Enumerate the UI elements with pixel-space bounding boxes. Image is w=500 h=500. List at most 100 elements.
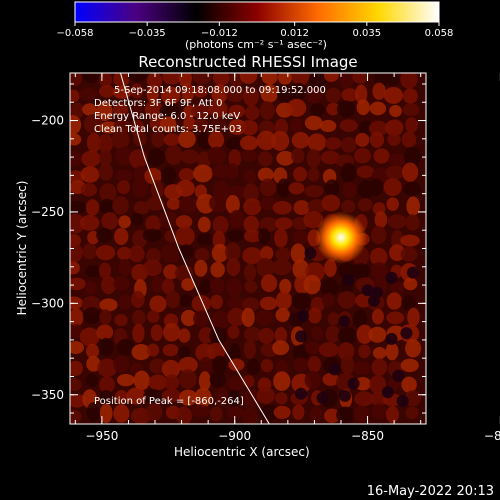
heatmap-cell bbox=[225, 136, 246, 151]
heatmap-cell bbox=[306, 87, 323, 104]
heatmap-cell bbox=[400, 234, 420, 247]
heatmap-cell bbox=[385, 73, 400, 86]
heatmap-cell bbox=[208, 130, 225, 149]
heatmap-cell bbox=[86, 356, 101, 372]
heatmap-cell bbox=[318, 342, 339, 357]
heatmap-cell bbox=[113, 119, 131, 135]
heatmap-cell bbox=[130, 83, 144, 99]
heatmap-cell bbox=[402, 88, 418, 104]
heatmap-cell bbox=[95, 244, 116, 261]
heatmap-cell bbox=[383, 178, 402, 197]
heatmap-cell bbox=[143, 388, 163, 404]
heatmap-cell bbox=[322, 292, 335, 308]
heatmap-cell bbox=[225, 84, 245, 103]
heatmap-cell bbox=[260, 246, 274, 261]
heatmap-cell bbox=[356, 165, 375, 178]
heatmap-cell bbox=[256, 257, 275, 278]
heatmap-cell bbox=[406, 196, 420, 216]
heatmap-cell bbox=[303, 274, 321, 295]
heatmap-cell bbox=[100, 275, 117, 295]
heatmap-cell bbox=[369, 131, 385, 148]
heatmap-cell bbox=[243, 183, 259, 203]
heatmap-cell bbox=[325, 325, 340, 344]
heatmap-cell bbox=[243, 86, 259, 107]
heatmap-cell bbox=[368, 326, 387, 343]
heatmap-cell bbox=[226, 278, 243, 298]
heatmap-dark-cell bbox=[392, 369, 405, 382]
heatmap-cell bbox=[276, 84, 295, 104]
heatmap-cell bbox=[190, 404, 210, 418]
heatmap-cell bbox=[226, 257, 241, 277]
heatmap-cell bbox=[128, 245, 145, 263]
heatmap-dark-cell bbox=[316, 391, 329, 404]
heatmap-cell bbox=[370, 225, 387, 245]
heatmap-cell bbox=[198, 279, 212, 295]
heatmap-cell bbox=[198, 371, 211, 391]
heatmap-cell bbox=[369, 375, 387, 394]
heatmap-cell bbox=[355, 84, 368, 105]
heatmap-cell bbox=[373, 148, 390, 164]
heatmap-cell bbox=[386, 292, 403, 310]
heatmap-cell bbox=[85, 343, 100, 359]
heatmap-cell bbox=[400, 73, 418, 89]
heatmap-cell bbox=[274, 327, 288, 344]
heatmap-cell bbox=[193, 164, 213, 183]
heatmap-cell bbox=[387, 214, 407, 229]
heatmap-cell bbox=[208, 100, 228, 118]
heatmap-cell bbox=[386, 197, 399, 211]
heatmap-dark-cell bbox=[400, 327, 413, 340]
heatmap-cell bbox=[257, 167, 274, 182]
heatmap-cell bbox=[160, 86, 181, 105]
heatmap-dark-cell bbox=[396, 394, 409, 407]
heatmap-cell bbox=[150, 324, 163, 342]
heatmap-cell bbox=[162, 73, 182, 85]
heatmap-cell bbox=[336, 100, 356, 118]
heatmap-cell bbox=[320, 150, 340, 165]
heatmap-cell bbox=[162, 322, 181, 342]
heatmap-cell bbox=[327, 312, 340, 326]
heatmap-cell bbox=[402, 162, 419, 182]
heatmap-cell bbox=[146, 248, 161, 264]
heatmap-cell bbox=[260, 274, 278, 293]
heatmap-cell bbox=[320, 278, 340, 297]
heatmap-cell bbox=[113, 404, 130, 423]
heatmap-cell bbox=[387, 133, 401, 146]
heatmap-cell bbox=[259, 178, 277, 197]
heatmap-cell bbox=[84, 280, 97, 296]
heatmap-cell bbox=[304, 115, 323, 131]
heatmap-cell bbox=[400, 358, 419, 373]
heatmap-cell bbox=[178, 168, 195, 182]
heatmap-cell bbox=[371, 308, 384, 325]
y-tick-label: −200 bbox=[31, 114, 64, 128]
heatmap-cell bbox=[178, 130, 196, 148]
heatmap-cell bbox=[132, 323, 145, 343]
heatmap-cell bbox=[400, 246, 418, 262]
heatmap-cell bbox=[323, 73, 339, 83]
heatmap-cell bbox=[116, 338, 136, 356]
heatmap-cell bbox=[351, 263, 371, 280]
heatmap-cell bbox=[79, 215, 100, 231]
heatmap-cell bbox=[243, 327, 262, 342]
heatmap-cell bbox=[98, 149, 112, 167]
heatmap-cell bbox=[181, 83, 195, 103]
heatmap-cell bbox=[337, 290, 357, 309]
heatmap-cell bbox=[272, 259, 292, 276]
heatmap-cell bbox=[324, 137, 342, 150]
heatmap-cell bbox=[150, 179, 164, 200]
heatmap-cell bbox=[117, 246, 132, 261]
heatmap-cell bbox=[191, 295, 211, 313]
heatmap-cell bbox=[130, 103, 143, 120]
heatmap-cell bbox=[227, 325, 240, 339]
heatmap-cell bbox=[370, 262, 388, 279]
heatmap-dark-cell bbox=[406, 266, 419, 279]
heatmap-cell bbox=[354, 391, 374, 407]
colorbar-tick-label: −0.012 bbox=[201, 28, 238, 39]
heatmap-cell bbox=[180, 149, 200, 164]
heatmap-cell bbox=[183, 116, 196, 131]
heatmap-cell bbox=[358, 344, 371, 359]
heatmap-cell bbox=[211, 84, 228, 104]
heatmap-cell bbox=[353, 147, 372, 164]
heatmap-cell bbox=[386, 311, 405, 325]
heatmap-cell bbox=[211, 243, 229, 263]
heatmap-cell bbox=[159, 103, 180, 119]
